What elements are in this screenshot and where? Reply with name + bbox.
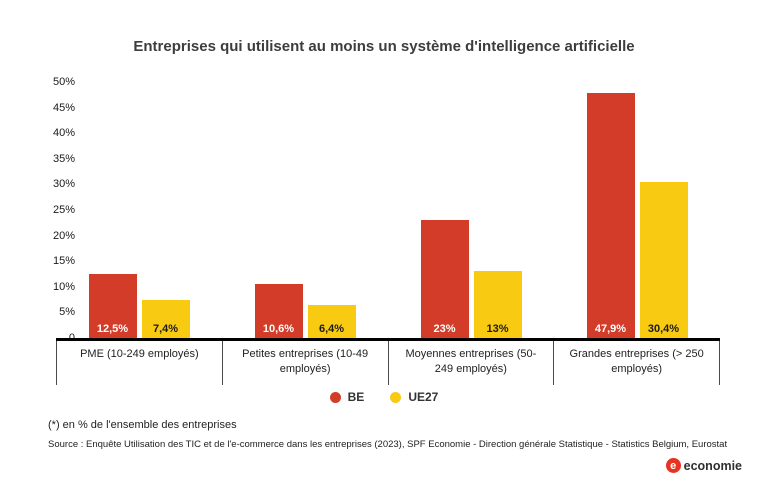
bar-chart: 05%10%15%20%25%30%35%40%45%50% 12,5%7,4%… bbox=[48, 72, 720, 390]
bar-value-label: 10,6% bbox=[262, 323, 295, 335]
legend-item-ue27: UE27 bbox=[390, 390, 438, 404]
bar-group: 10,6% 6,4% bbox=[222, 82, 388, 338]
bar-value-label: 6,4% bbox=[318, 323, 345, 335]
legend-item-be: BE bbox=[329, 390, 365, 404]
legend: BE UE27 bbox=[0, 390, 768, 404]
bar-be: 12,5% bbox=[88, 274, 137, 338]
y-axis: 05%10%15%20%25%30%35%40%45%50% bbox=[48, 76, 75, 344]
y-tick-label: 40% bbox=[52, 127, 75, 140]
x-axis-line bbox=[56, 338, 720, 341]
bar-be: 10,6% bbox=[254, 283, 303, 338]
bar-value-label: 7,4% bbox=[152, 323, 179, 335]
chart-title: Entreprises qui utilisent au moins un sy… bbox=[133, 38, 635, 55]
legend-dot-icon bbox=[390, 391, 402, 403]
y-tick-label: 50% bbox=[52, 76, 75, 88]
legend-label: UE27 bbox=[408, 390, 439, 404]
y-tick-label: 35% bbox=[52, 152, 75, 165]
y-tick-label: 45% bbox=[52, 101, 75, 114]
bar-ue27: 7,4% bbox=[141, 300, 190, 338]
y-tick-label: 25% bbox=[52, 204, 75, 216]
bar-group: 12,5% 7,4% bbox=[56, 82, 222, 338]
footnote: (*) en % de l'ensemble des entreprises bbox=[48, 419, 237, 431]
bar-ue27: 6,4% bbox=[307, 305, 356, 338]
source-text: Source : Enquête Utilisation des TIC et … bbox=[48, 439, 728, 450]
bar-be: 47,9% bbox=[586, 92, 635, 338]
logo-text: economie bbox=[683, 458, 742, 473]
plot-area: 12,5% 7,4% 10,6% 6,4% 23% 13% 47,9% 30,4% bbox=[56, 82, 720, 338]
bar-be: 23% bbox=[420, 220, 469, 338]
bar-value-label: 12,5% bbox=[96, 323, 129, 335]
legend-label: BE bbox=[347, 390, 365, 404]
category-label: Grandes entreprises (> 250 employés) bbox=[553, 341, 720, 385]
x-axis-table: PME (10-249 employés) Petites entreprises… bbox=[56, 341, 720, 385]
bar-value-label: 13% bbox=[486, 323, 509, 335]
category-label: Petites entreprises (10-49 employés) bbox=[221, 341, 388, 385]
y-tick-label: 5% bbox=[59, 306, 75, 319]
y-tick-label: 15% bbox=[52, 255, 75, 268]
bar-value-label: 30,4% bbox=[647, 323, 680, 335]
bar-group: 23% 13% bbox=[388, 82, 554, 338]
economie-logo: e economie bbox=[665, 458, 742, 473]
bar-value-label: 47,9% bbox=[594, 323, 627, 335]
y-tick-label: 20% bbox=[52, 229, 75, 242]
category-label: PME (10-249 employés) bbox=[56, 341, 222, 385]
y-tick-label: 30% bbox=[52, 178, 75, 191]
bar-group: 47,9% 30,4% bbox=[554, 82, 720, 338]
bar-value-label: 23% bbox=[433, 323, 456, 335]
bar-ue27: 13% bbox=[473, 271, 522, 338]
economie-e-icon: e bbox=[665, 458, 681, 473]
bar-ue27: 30,4% bbox=[639, 182, 688, 338]
category-label: Moyennes entreprises (50-249 employés) bbox=[387, 341, 554, 385]
y-tick-label: 10% bbox=[52, 280, 75, 293]
legend-dot-icon bbox=[329, 391, 341, 403]
